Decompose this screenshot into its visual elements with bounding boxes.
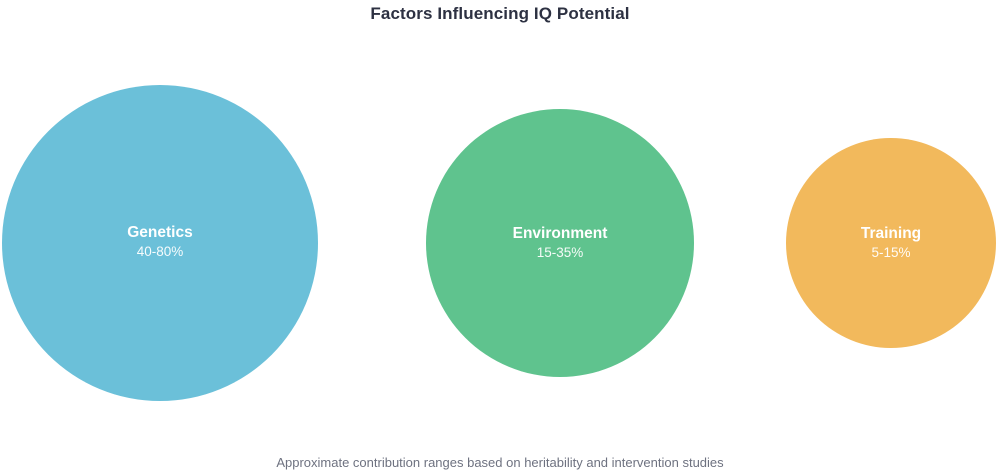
bubble-training-value: 5-15% bbox=[871, 244, 911, 260]
bubble-training[interactable]: Training 5-15% bbox=[786, 138, 996, 348]
bubble-training-label: Training bbox=[860, 224, 922, 242]
bubble-environment-value: 15-35% bbox=[536, 244, 584, 260]
chart-caption: Approximate contribution ranges based on… bbox=[276, 455, 724, 470]
bubble-genetics-label: Genetics bbox=[127, 223, 193, 241]
bubble-genetics[interactable]: Genetics 40-80% bbox=[2, 85, 318, 401]
page-title: Factors Influencing IQ Potential bbox=[370, 4, 630, 23]
bubble-environment-label: Environment bbox=[512, 224, 608, 242]
bubble-environment[interactable]: Environment 15-35% bbox=[426, 109, 694, 377]
bubble-genetics-value: 40-80% bbox=[136, 243, 184, 259]
